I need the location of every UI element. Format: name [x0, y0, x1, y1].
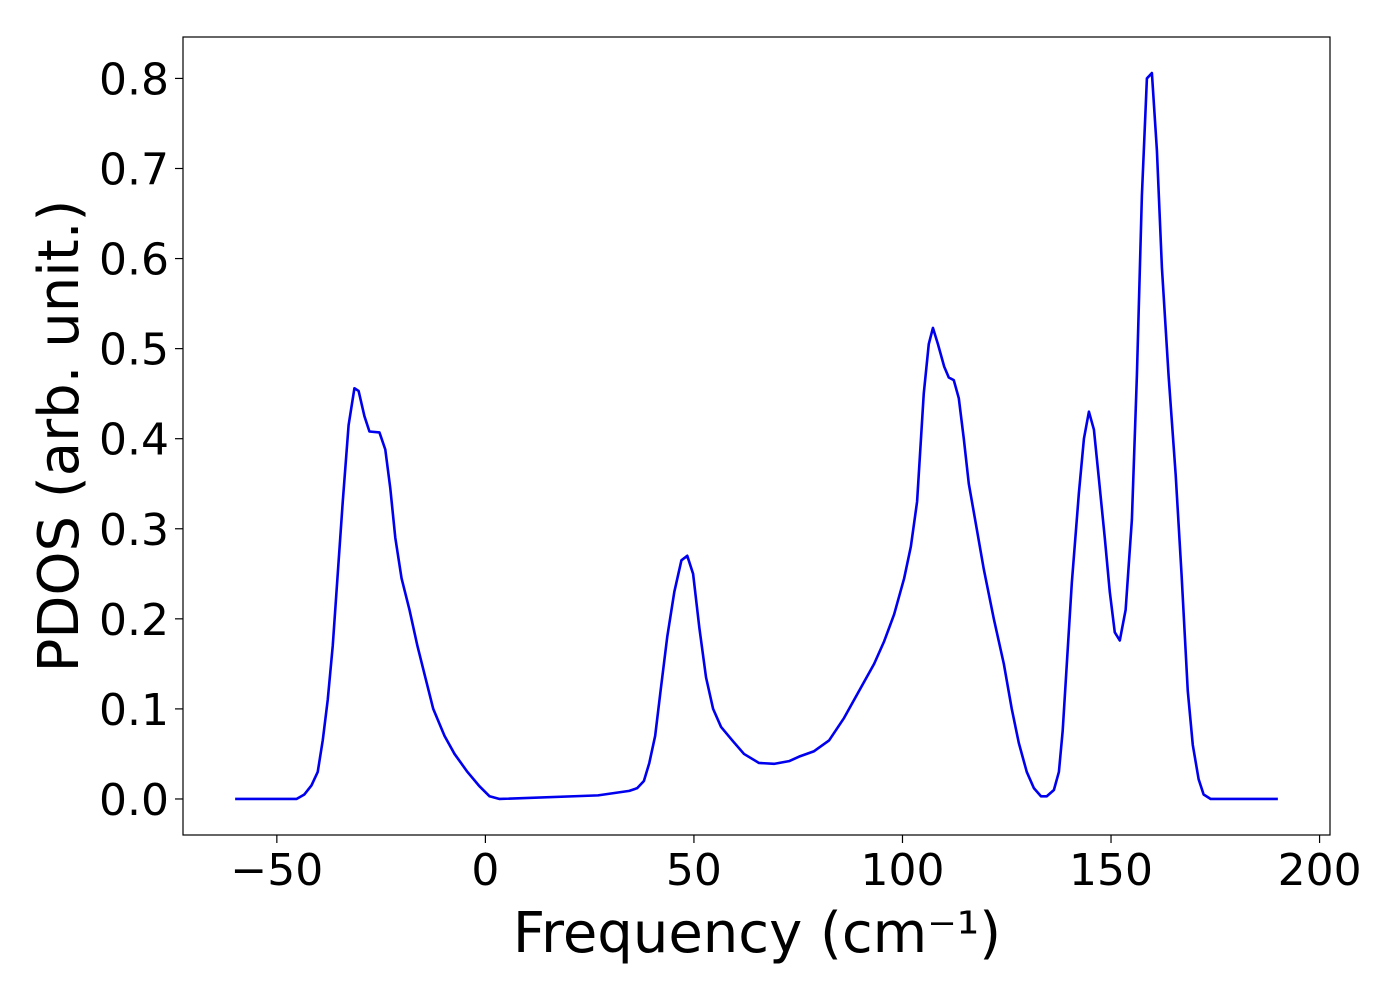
y-tick-label: 0.0: [99, 775, 169, 826]
y-axis-label: PDOS (arb. unit.): [27, 200, 92, 673]
x-tick-label: 100: [860, 845, 944, 896]
y-tick-label: 0.6: [99, 235, 169, 286]
plot-frame: [182, 36, 1331, 836]
y-tick-label: 0.1: [99, 685, 169, 736]
x-tick-label: 0: [471, 845, 499, 896]
x-tick-label: 200: [1278, 845, 1362, 896]
x-tick-label: 150: [1069, 845, 1153, 896]
y-tick-label: 0.7: [99, 144, 169, 195]
y-tick-label: 0.2: [99, 595, 169, 646]
y-tick-label: 0.5: [99, 325, 169, 376]
x-tick-label: −50: [230, 845, 323, 896]
y-tick-label: 0.3: [99, 505, 169, 556]
y-tick-label: 0.4: [99, 415, 169, 466]
data-line: [235, 71, 1278, 801]
y-tick-label: 0.8: [99, 54, 169, 105]
x-axis-label: Frequency (cm⁻¹): [513, 901, 1001, 966]
x-tick-label: 50: [666, 845, 722, 896]
